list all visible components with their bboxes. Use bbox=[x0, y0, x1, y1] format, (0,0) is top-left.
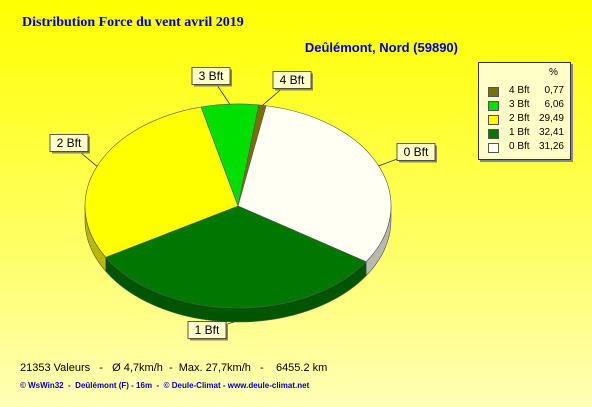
legend-label: 4 Bft bbox=[509, 85, 530, 96]
chart-title: Distribution Force du vent avril 2019 bbox=[22, 15, 244, 30]
slice-1-bft bbox=[105, 205, 367, 309]
slice-label: 4 Bft bbox=[280, 73, 305, 87]
slice-label: 2 Bft bbox=[57, 136, 82, 150]
callout-box bbox=[187, 321, 227, 339]
slice-label: 0 Bft bbox=[404, 145, 429, 159]
legend-row: 3 Bft 6,06 bbox=[485, 99, 567, 112]
legend-row: 2 Bft 29,49 bbox=[485, 113, 567, 126]
callout-box bbox=[49, 134, 89, 152]
legend-label: 3 Bft bbox=[509, 99, 530, 110]
callout-box bbox=[272, 71, 312, 89]
legend-swatch bbox=[488, 115, 499, 125]
slice-2-bft bbox=[84, 106, 239, 258]
legend-label: 0 Bft bbox=[509, 141, 530, 152]
legend-label: 2 Bft bbox=[509, 113, 530, 124]
legend-row: 4 Bft 0,77 bbox=[485, 85, 567, 98]
legend-value: 6,06 bbox=[544, 99, 564, 110]
legend-row: 1 Bft 32,41 bbox=[485, 127, 567, 140]
legend-value: 31,26 bbox=[538, 141, 564, 152]
legend-value: 29,49 bbox=[538, 113, 564, 124]
callout-box bbox=[396, 143, 436, 161]
legend-swatch bbox=[488, 129, 499, 139]
legend-percent-header: % bbox=[549, 67, 558, 78]
slice-label: 3 Bft bbox=[199, 69, 224, 83]
credit-line: © WsWin32 - Deûlémont (F) - 16m - © Deul… bbox=[20, 381, 310, 390]
legend-label: 1 Bft bbox=[509, 127, 530, 138]
legend-swatch bbox=[488, 143, 499, 153]
legend-row: 0 Bft 31,26 bbox=[485, 141, 567, 154]
legend-value: 32,41 bbox=[538, 127, 564, 138]
legend: % 4 Bft 0,77 3 Bft 6,06 2 Bft 29,49 1 Bft 32,41… bbox=[478, 62, 571, 160]
legend-value: 0,77 bbox=[544, 85, 564, 96]
callout-box bbox=[191, 67, 231, 85]
slice-label: 1 Bft bbox=[195, 323, 220, 337]
stats-line: 21353 Valeurs - Ø 4,7km/h - Max. 27,7km/… bbox=[20, 362, 328, 374]
legend-swatch bbox=[488, 87, 499, 97]
legend-swatch bbox=[488, 101, 499, 111]
station-name: Deûlémont, Nord (59890) bbox=[304, 40, 458, 55]
